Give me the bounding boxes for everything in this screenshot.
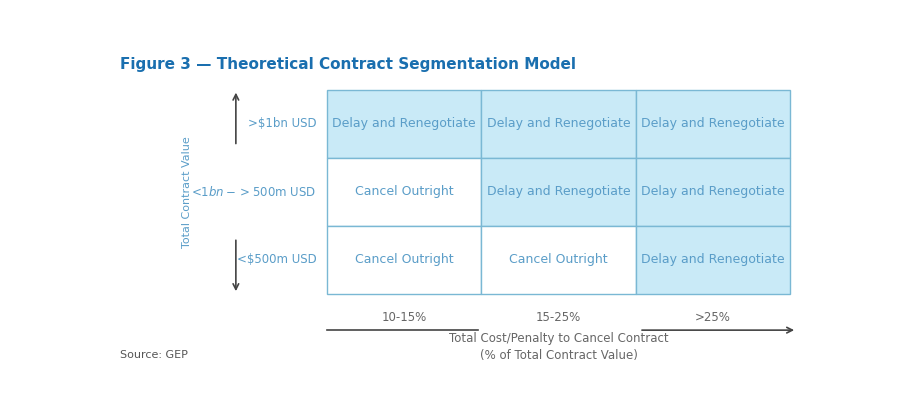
Text: Cancel Outright: Cancel Outright [355,253,453,266]
Text: Delay and Renegotiate: Delay and Renegotiate [641,253,785,266]
Bar [481,158,635,226]
Bar [327,158,481,226]
Text: Total Contract Value: Total Contract Value [182,136,192,248]
Bar [327,226,481,294]
Text: Total Cost/Penalty to Cancel Contract
(% of Total Contract Value): Total Cost/Penalty to Cancel Contract (%… [449,332,668,362]
Text: >$1bn USD: >$1bn USD [248,118,317,130]
Text: Cancel Outright: Cancel Outright [355,185,453,198]
Text: Source: GEP: Source: GEP [120,350,188,360]
Text: 15-25%: 15-25% [536,311,581,324]
Text: Delay and Renegotiate: Delay and Renegotiate [641,118,785,130]
Text: >25%: >25% [695,311,730,324]
Text: Delay and Renegotiate: Delay and Renegotiate [641,185,785,198]
Bar [635,226,790,294]
Text: 10-15%: 10-15% [382,311,427,324]
Text: Figure 3 — Theoretical Contract Segmentation Model: Figure 3 — Theoretical Contract Segmenta… [120,57,576,72]
Bar [481,226,635,294]
Bar [635,90,790,158]
Bar [635,158,790,226]
Bar [481,90,635,158]
Text: Delay and Renegotiate: Delay and Renegotiate [332,118,476,130]
Text: <$500m USD: <$500m USD [237,253,317,266]
Text: <$1bn - >$500m USD: <$1bn - >$500m USD [192,185,317,199]
Text: Cancel Outright: Cancel Outright [510,253,608,266]
Text: Delay and Renegotiate: Delay and Renegotiate [487,185,630,198]
Bar [327,90,481,158]
Text: Delay and Renegotiate: Delay and Renegotiate [487,118,630,130]
